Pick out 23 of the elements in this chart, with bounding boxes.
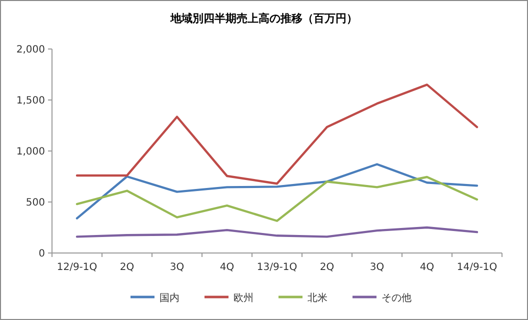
- line-series: [76, 84, 478, 185]
- x-tick-label: 3Q: [170, 262, 184, 273]
- y-tick-label: 0: [38, 248, 45, 260]
- y-tick-label: 1,500: [16, 96, 45, 106]
- legend-label: その他: [382, 292, 412, 304]
- x-tick-label: 13/9-1Q: [256, 262, 298, 273]
- line-series: [76, 163, 478, 220]
- legend-label: 欧州: [234, 292, 254, 304]
- y-tick-label: 1,000: [16, 146, 45, 158]
- x-tick-label: 4Q: [220, 262, 234, 273]
- x-tick-label: 3Q: [370, 262, 384, 273]
- legend-label: 北米: [308, 292, 328, 304]
- x-tick-label: 2Q: [320, 262, 334, 273]
- x-tick-label: 4Q: [420, 262, 434, 273]
- x-tick-label: 2Q: [120, 262, 134, 273]
- y-tick-label: 500: [26, 198, 45, 208]
- x-tick-label: 14/9-1Q: [456, 262, 498, 273]
- x-tick-label: 12/9-1Q: [56, 262, 98, 273]
- line-series: [76, 176, 478, 222]
- legend-label: 国内: [160, 292, 180, 304]
- line-series: [76, 226, 478, 238]
- chart-title: 地域別四半期売上高の推移（百万円）: [170, 12, 358, 25]
- y-tick-label: 2,000: [16, 44, 45, 56]
